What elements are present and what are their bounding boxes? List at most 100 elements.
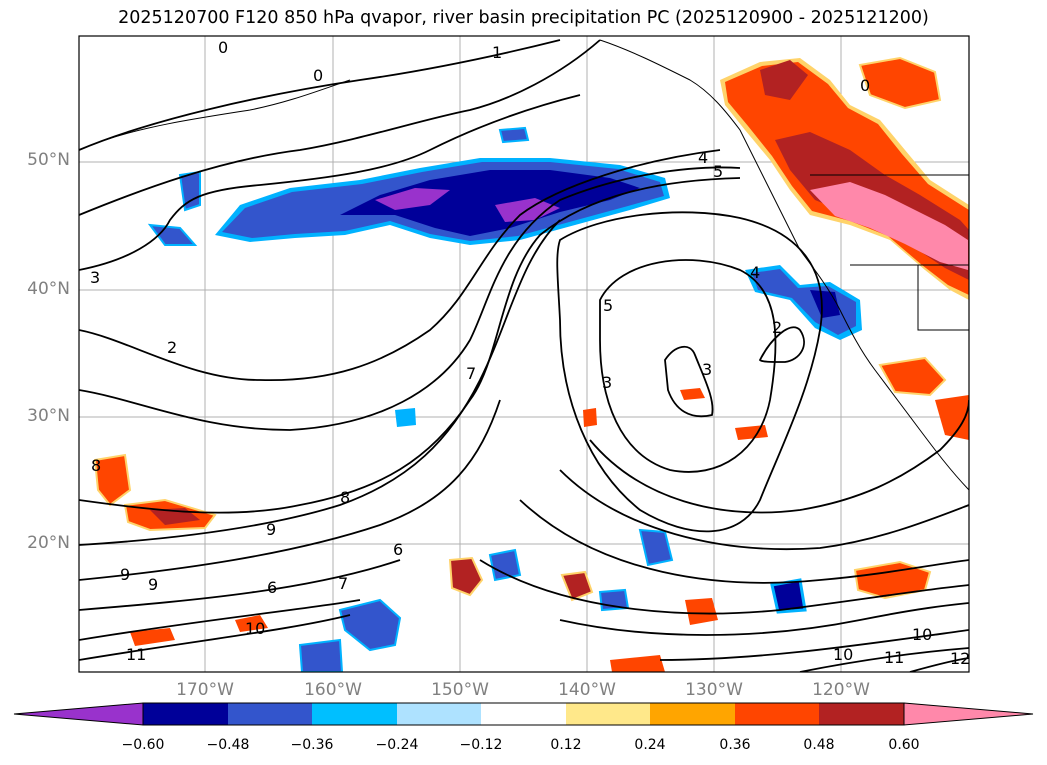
contour-label: 0 xyxy=(860,76,871,95)
contour-line xyxy=(659,629,969,661)
contour-line xyxy=(79,39,601,216)
lat-label: 30°N xyxy=(27,406,70,426)
colorbar-swatch xyxy=(397,703,481,725)
moisture-patch-n xyxy=(498,126,530,144)
precip-patch-south-1 xyxy=(448,556,484,597)
contour-line xyxy=(79,399,501,581)
colorbar-tick: −0.24 xyxy=(375,737,419,753)
aleutian-coast xyxy=(104,79,351,141)
contour-label: 5 xyxy=(713,162,724,181)
contour-label: 4 xyxy=(698,148,709,167)
coastlines xyxy=(104,39,969,491)
colorbar-tick: −0.12 xyxy=(459,737,503,753)
colorbar-tick: 0.36 xyxy=(719,737,751,753)
contour-label: 8 xyxy=(91,456,102,475)
lon-label: 140°W xyxy=(558,680,616,700)
contour-label: 2 xyxy=(167,338,178,357)
contour-label: 10 xyxy=(833,645,854,664)
moisture-patch-california-blue xyxy=(752,269,856,335)
colorbar-tick: −0.36 xyxy=(290,737,334,753)
qvapor-contours xyxy=(79,39,969,672)
contour-line xyxy=(519,499,969,584)
contour-line xyxy=(79,219,561,546)
contour-label: 3 xyxy=(90,268,101,287)
contour-label: 7 xyxy=(338,574,349,593)
colorbar-frame xyxy=(142,702,905,726)
colorbar-tick: −0.60 xyxy=(121,737,165,753)
contour-line xyxy=(559,602,969,636)
contour-line xyxy=(79,39,561,151)
contour-label: 7 xyxy=(466,364,477,383)
contour-line xyxy=(479,559,969,615)
precip-patch-mid-3 xyxy=(583,408,597,427)
contour-label: 5 xyxy=(603,296,614,315)
lon-label: 130°W xyxy=(685,680,743,700)
contour-label: 8 xyxy=(340,488,351,507)
contour-line xyxy=(79,166,741,431)
precip-patch-south-3 xyxy=(130,628,175,646)
contour-label: 0 xyxy=(218,38,229,57)
contour-label: 9 xyxy=(266,520,277,539)
precip-patch-west-2 xyxy=(93,453,132,507)
lon-label: 170°W xyxy=(176,680,234,700)
colorbar-swatch xyxy=(650,703,735,725)
colorbar-swatch xyxy=(312,703,397,725)
lat-label: 20°N xyxy=(27,533,70,553)
colorbar-tick: 0.24 xyxy=(634,737,666,753)
contour-label: 3 xyxy=(602,373,613,392)
map-frame xyxy=(78,35,970,673)
contour-label: 12 xyxy=(950,649,971,668)
contour-loop-california xyxy=(758,326,805,363)
contour-label: 10 xyxy=(912,625,933,644)
colorbar-tick: 0.48 xyxy=(803,737,835,753)
contour-label: 11 xyxy=(884,648,905,667)
colorbar-swatch xyxy=(481,703,566,725)
lon-label: 160°W xyxy=(304,680,362,700)
map-area xyxy=(79,36,969,672)
colorbar-swatch xyxy=(228,703,312,725)
state-borders xyxy=(810,174,969,331)
precip-patch-mexico xyxy=(935,395,969,440)
north-america-coastline xyxy=(599,39,969,491)
contour-line xyxy=(799,647,969,672)
moisture-patch-w xyxy=(147,223,198,246)
precip-patch-south-5 xyxy=(685,598,718,625)
moisture-band-navy xyxy=(340,170,640,236)
lon-label: 150°W xyxy=(431,680,489,700)
contour-line xyxy=(79,599,361,641)
contour-line xyxy=(79,614,351,661)
contour-line xyxy=(559,469,969,551)
contour-label: 6 xyxy=(267,578,278,597)
contour-label: 1 xyxy=(492,43,503,62)
colorbar-swatch xyxy=(143,703,228,725)
contour-label: 2 xyxy=(772,318,783,337)
moisture-patch-mid xyxy=(395,408,416,427)
precip-positive xyxy=(93,56,969,672)
lon-label: 120°W xyxy=(812,680,870,700)
colorbar-extend-high xyxy=(903,702,1034,726)
contour-label: 6 xyxy=(393,540,404,559)
contour-loop-high-mid xyxy=(599,259,777,473)
precip-patch-alaska xyxy=(760,60,808,100)
contour-loop-high-inner xyxy=(664,346,714,418)
contour-line xyxy=(589,399,969,514)
precip-negative xyxy=(147,126,862,672)
colorbar-tick: −0.48 xyxy=(206,737,250,753)
chart-title: 2025120700 F120 850 hPa qvapor, river ba… xyxy=(118,8,929,28)
precip-patch-south-4 xyxy=(235,615,268,632)
colorbar-swatch xyxy=(819,703,904,725)
colorbar-tick: 0.12 xyxy=(550,737,582,753)
colorbar-swatch xyxy=(566,703,650,725)
colorbar xyxy=(13,702,1034,726)
colorbar-extend-low xyxy=(13,702,144,726)
lat-label: 40°N xyxy=(27,279,70,299)
precip-band-pink xyxy=(810,182,968,270)
colorbar-tick: 0.60 xyxy=(888,737,920,753)
moisture-patch-s-1 xyxy=(638,528,674,567)
contour-label: 11 xyxy=(126,645,147,664)
lat-label: 50°N xyxy=(27,150,70,170)
precip-patch-south-6 xyxy=(610,655,665,672)
contour-loop-high-outer xyxy=(556,211,823,533)
moisture-core-1 xyxy=(375,188,450,210)
